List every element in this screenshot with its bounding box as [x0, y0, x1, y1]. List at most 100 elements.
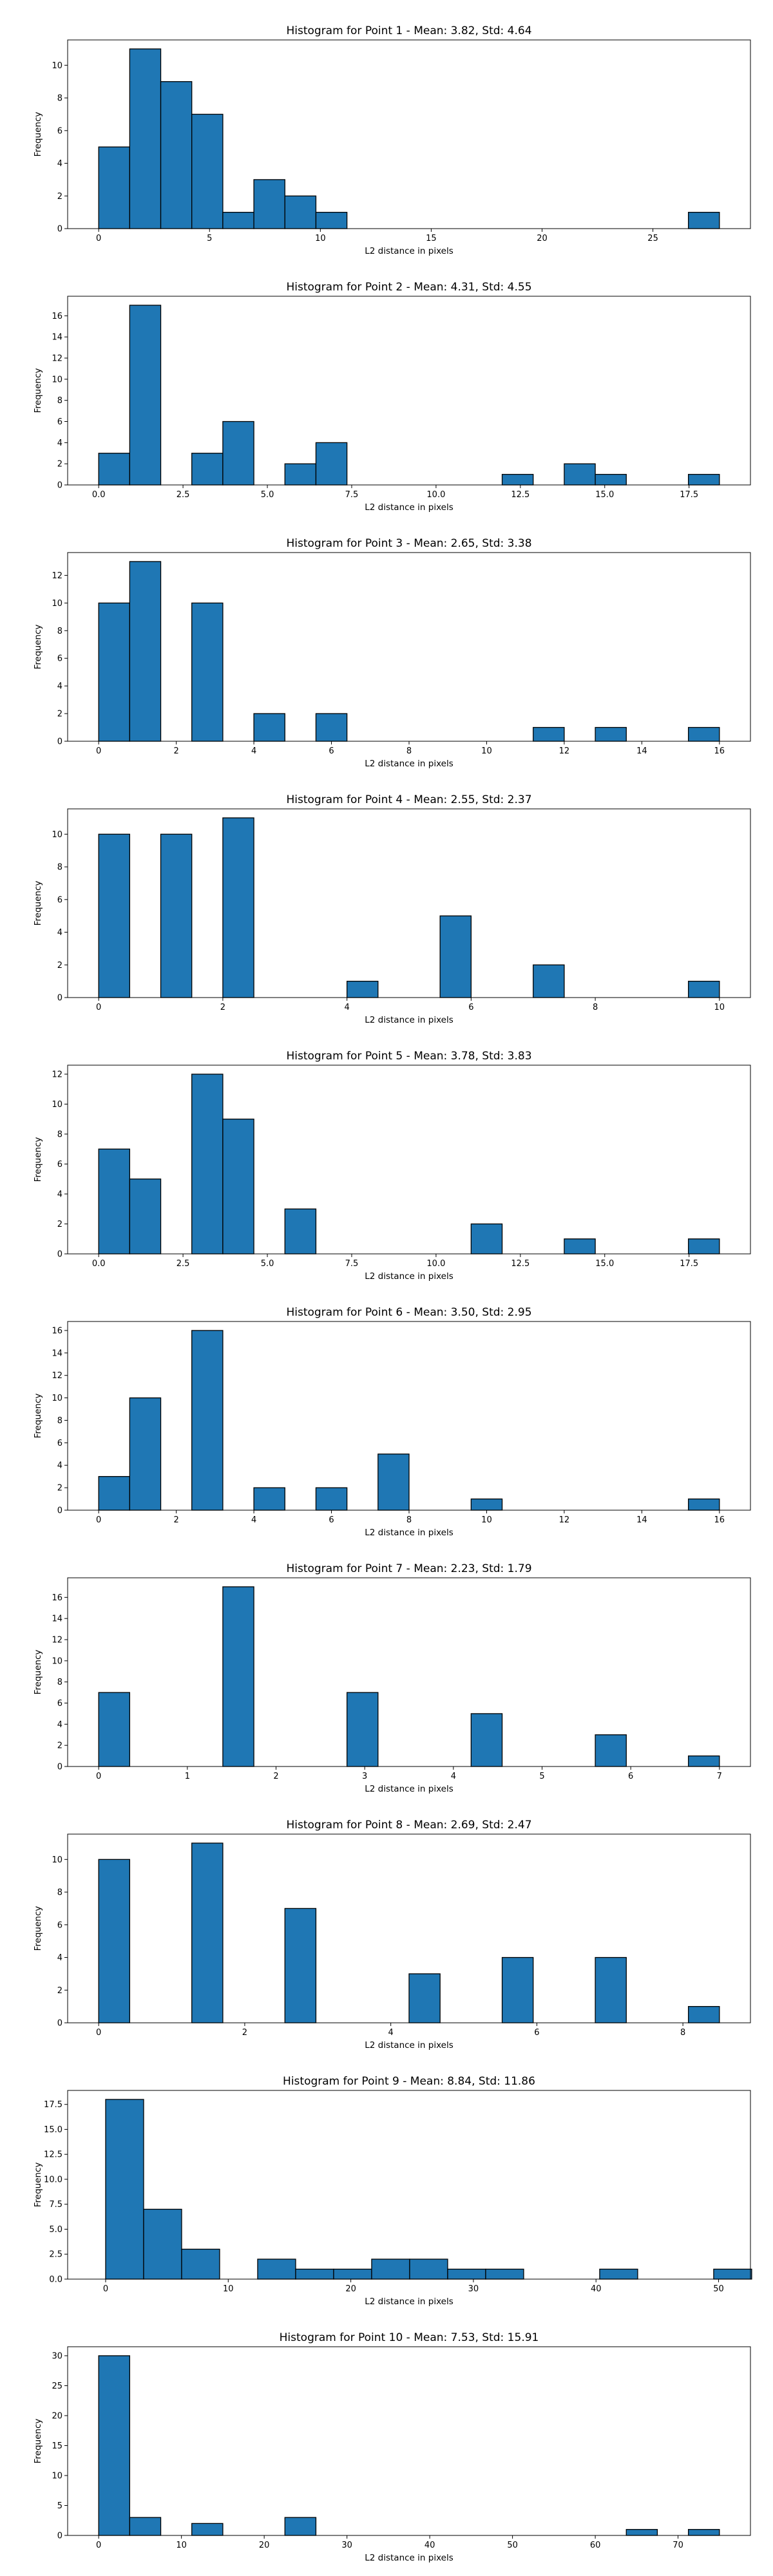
axes-frame: [67, 552, 751, 742]
x-tick-label: 12.5: [511, 490, 530, 500]
x-axis-label: L2 distance in pixels: [365, 1784, 453, 1794]
y-tick-label: 8: [57, 1416, 62, 1426]
x-tick-label: 0: [96, 746, 101, 756]
x-axis-label: L2 distance in pixels: [365, 2553, 453, 2563]
y-tick-label: 2: [57, 710, 62, 719]
x-tick-label: 70: [673, 2541, 683, 2550]
histogram-bar: [371, 2259, 410, 2280]
y-tick-label: 12.5: [44, 2150, 62, 2160]
y-tick-label: 8: [57, 627, 62, 636]
x-tick-label: 0.0: [92, 490, 106, 500]
y-tick-label: 6: [57, 1439, 62, 1448]
x-tick-label: 15.0: [595, 1259, 614, 1269]
y-tick-label: 0: [57, 225, 62, 234]
histogram-bar: [315, 713, 348, 742]
x-tick-label: 12: [559, 746, 570, 756]
y-tick-label: 15.0: [44, 2125, 62, 2135]
histogram-bar: [98, 602, 131, 742]
y-tick-label: 10: [52, 1100, 62, 1110]
histogram-bar: [687, 1498, 720, 1511]
histogram-bar: [713, 2268, 752, 2280]
histogram-bar: [129, 2517, 162, 2536]
y-tick-label: 6: [57, 417, 62, 427]
y-axis-label: Frequency: [33, 368, 43, 413]
histogram-bar: [315, 211, 348, 229]
x-tick-label: 0: [96, 2541, 101, 2550]
x-axis-label: L2 distance in pixels: [365, 759, 453, 769]
x-tick-label: 20: [345, 2284, 356, 2294]
histogram-bar: [470, 1713, 503, 1767]
histogram-bar: [160, 81, 193, 229]
histogram-bar: [129, 1179, 162, 1255]
histogram-bar: [98, 1148, 131, 1255]
histogram-bar: [284, 463, 317, 486]
histogram-bar: [533, 964, 565, 998]
y-tick-label: 6: [57, 126, 62, 136]
histogram-bar: [599, 2268, 638, 2280]
histogram-bar: [315, 1487, 348, 1511]
y-axis-label: Frequency: [33, 881, 43, 926]
x-tick-label: 5: [539, 1772, 544, 1781]
x-tick-label: 14: [636, 1515, 647, 1525]
histogram-bar: [253, 713, 285, 742]
y-tick-label: 5: [57, 2501, 62, 2511]
x-tick-label: 2: [173, 746, 178, 756]
y-axis-label: Frequency: [33, 1394, 43, 1439]
x-tick-label: 7.5: [345, 1259, 359, 1269]
x-tick-label: 20: [537, 234, 548, 243]
y-tick-label: 0: [57, 1763, 62, 1772]
y-tick-label: 8: [57, 1888, 62, 1898]
x-tick-label: 0: [96, 2028, 101, 2038]
x-tick-label: 1: [185, 1772, 190, 1781]
x-tick-label: 10.0: [426, 490, 445, 500]
x-tick-label: 17.5: [680, 1259, 698, 1269]
x-axis-label: L2 distance in pixels: [365, 246, 453, 256]
histogram-bar: [687, 2005, 720, 2023]
y-axis-label: Frequency: [33, 112, 43, 157]
histogram-bar: [98, 1476, 131, 1511]
histogram-bar: [257, 2259, 296, 2280]
histogram-bar: [595, 1956, 627, 2023]
y-tick-label: 4: [57, 682, 62, 692]
y-tick-label: 16: [52, 1326, 62, 1336]
histogram-bar: [191, 1074, 224, 1255]
y-tick-label: 6: [57, 895, 62, 905]
histogram-bar: [625, 2529, 658, 2536]
y-tick-label: 0: [57, 2019, 62, 2029]
x-tick-label: 17.5: [680, 490, 698, 500]
y-tick-label: 0: [57, 737, 62, 747]
histogram-bar: [191, 602, 224, 742]
y-axis-label: Frequency: [33, 2163, 43, 2208]
x-tick-label: 6: [468, 1003, 473, 1012]
y-tick-label: 10: [52, 1656, 62, 1666]
histogram-panel-9: Histogram for Point 9 - Mean: 8.84, Std:…: [33, 2075, 752, 2307]
histogram-panel-10: Histogram for Point 10 - Mean: 7.53, Std…: [33, 2331, 751, 2563]
y-tick-label: 2: [57, 192, 62, 202]
x-tick-label: 7: [717, 1772, 722, 1781]
x-tick-label: 2.5: [177, 490, 190, 500]
y-tick-label: 2: [57, 1484, 62, 1493]
histogram-bar: [470, 1498, 503, 1511]
chart-title: Histogram for Point 1 - Mean: 3.82, Std:…: [286, 24, 531, 37]
y-tick-label: 10: [52, 2471, 62, 2481]
histogram-bar: [687, 726, 720, 742]
histogram-bar: [253, 179, 285, 229]
x-axis-label: L2 distance in pixels: [365, 1271, 453, 1282]
y-tick-label: 2: [57, 1220, 62, 1229]
y-tick-label: 0: [57, 481, 62, 491]
y-axis-label: Frequency: [33, 1650, 43, 1695]
y-tick-label: 5.0: [49, 2225, 62, 2235]
y-tick-label: 15: [52, 2441, 62, 2451]
x-tick-label: 0: [96, 1515, 101, 1525]
x-tick-label: 2: [173, 1515, 178, 1525]
histogram-bar: [470, 1223, 503, 1255]
y-tick-label: 10.0: [44, 2175, 62, 2184]
y-tick-label: 2: [57, 1741, 62, 1751]
y-tick-label: 2: [57, 1986, 62, 1996]
histogram-bar: [595, 726, 627, 742]
x-tick-label: 5.0: [261, 490, 274, 500]
x-tick-label: 10: [176, 2541, 187, 2550]
histogram-bar: [98, 453, 131, 486]
histogram-bar: [501, 1956, 534, 2023]
